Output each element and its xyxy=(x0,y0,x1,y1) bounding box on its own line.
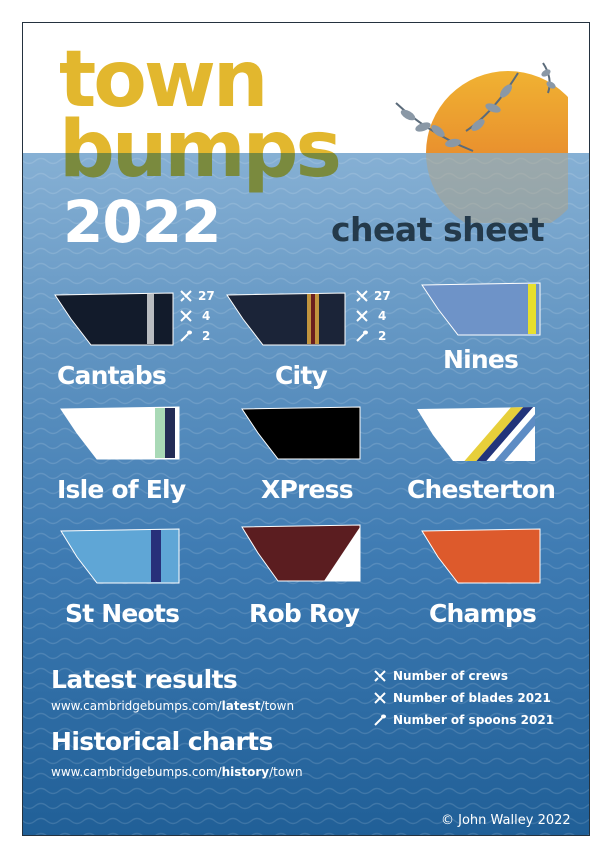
blade-chesterton xyxy=(417,407,535,461)
club-name-st-neots: St Neots xyxy=(65,599,180,628)
title-line-bumps-reflection: bumps xyxy=(59,153,342,189)
club-name-xpress: XPress xyxy=(261,475,354,504)
latest-results-link[interactable]: www.cambridgebumps.com/latest/town xyxy=(51,699,295,713)
blade-city xyxy=(226,292,346,346)
blade-cantabs xyxy=(54,292,174,346)
blade-isle-of-ely xyxy=(60,406,180,460)
title-year: 2022 xyxy=(63,188,221,256)
cantabs-crews: 27 xyxy=(198,289,215,303)
blade-champs xyxy=(421,528,541,584)
blade-st-neots xyxy=(60,528,180,584)
poster: town bumps bumps 2022 cheat sheet 27 xyxy=(22,22,590,836)
legend-blades: Number of blades 2021 xyxy=(393,691,551,705)
title-line-town: town xyxy=(59,35,268,125)
city-crews: 27 xyxy=(374,289,391,303)
subtitle-cheat-sheet: cheat sheet xyxy=(331,210,545,249)
spoon-icon xyxy=(180,330,192,342)
city-spoons: 2 xyxy=(378,329,387,343)
club-name-chesterton: Chesterton xyxy=(407,475,556,504)
city-blades: 4 xyxy=(378,309,387,323)
club-name-nines: Nines xyxy=(443,345,519,374)
cantabs-spoons: 2 xyxy=(202,329,211,343)
legend-spoons: Number of spoons 2021 xyxy=(393,713,555,727)
club-name-isle-of-ely: Isle of Ely xyxy=(57,475,186,504)
spoon-icon xyxy=(356,330,368,342)
blades-icon xyxy=(356,310,368,322)
copyright: © John Walley 2022 xyxy=(441,813,571,828)
blade-rob-roy xyxy=(241,524,361,582)
blades-icon xyxy=(180,310,192,322)
club-name-rob-roy: Rob Roy xyxy=(249,599,360,628)
club-name-cantabs: Cantabs xyxy=(57,361,167,390)
crews-icon xyxy=(356,290,368,302)
legend-crews: Number of crews xyxy=(393,669,508,683)
crews-icon xyxy=(374,670,386,682)
blade-nines xyxy=(421,282,541,336)
spoon-icon xyxy=(374,714,386,726)
historical-charts-heading: Historical charts xyxy=(51,727,273,756)
crews-icon xyxy=(180,290,192,302)
blades-icon xyxy=(374,692,386,704)
club-name-champs: Champs xyxy=(429,599,537,628)
sea-background: bumps xyxy=(23,153,589,835)
blade-xpress xyxy=(241,406,361,460)
latest-results-heading: Latest results xyxy=(51,665,238,694)
club-name-city: City xyxy=(275,361,328,390)
historical-charts-link[interactable]: www.cambridgebumps.com/history/town xyxy=(51,765,303,779)
cantabs-blades: 4 xyxy=(202,309,211,323)
